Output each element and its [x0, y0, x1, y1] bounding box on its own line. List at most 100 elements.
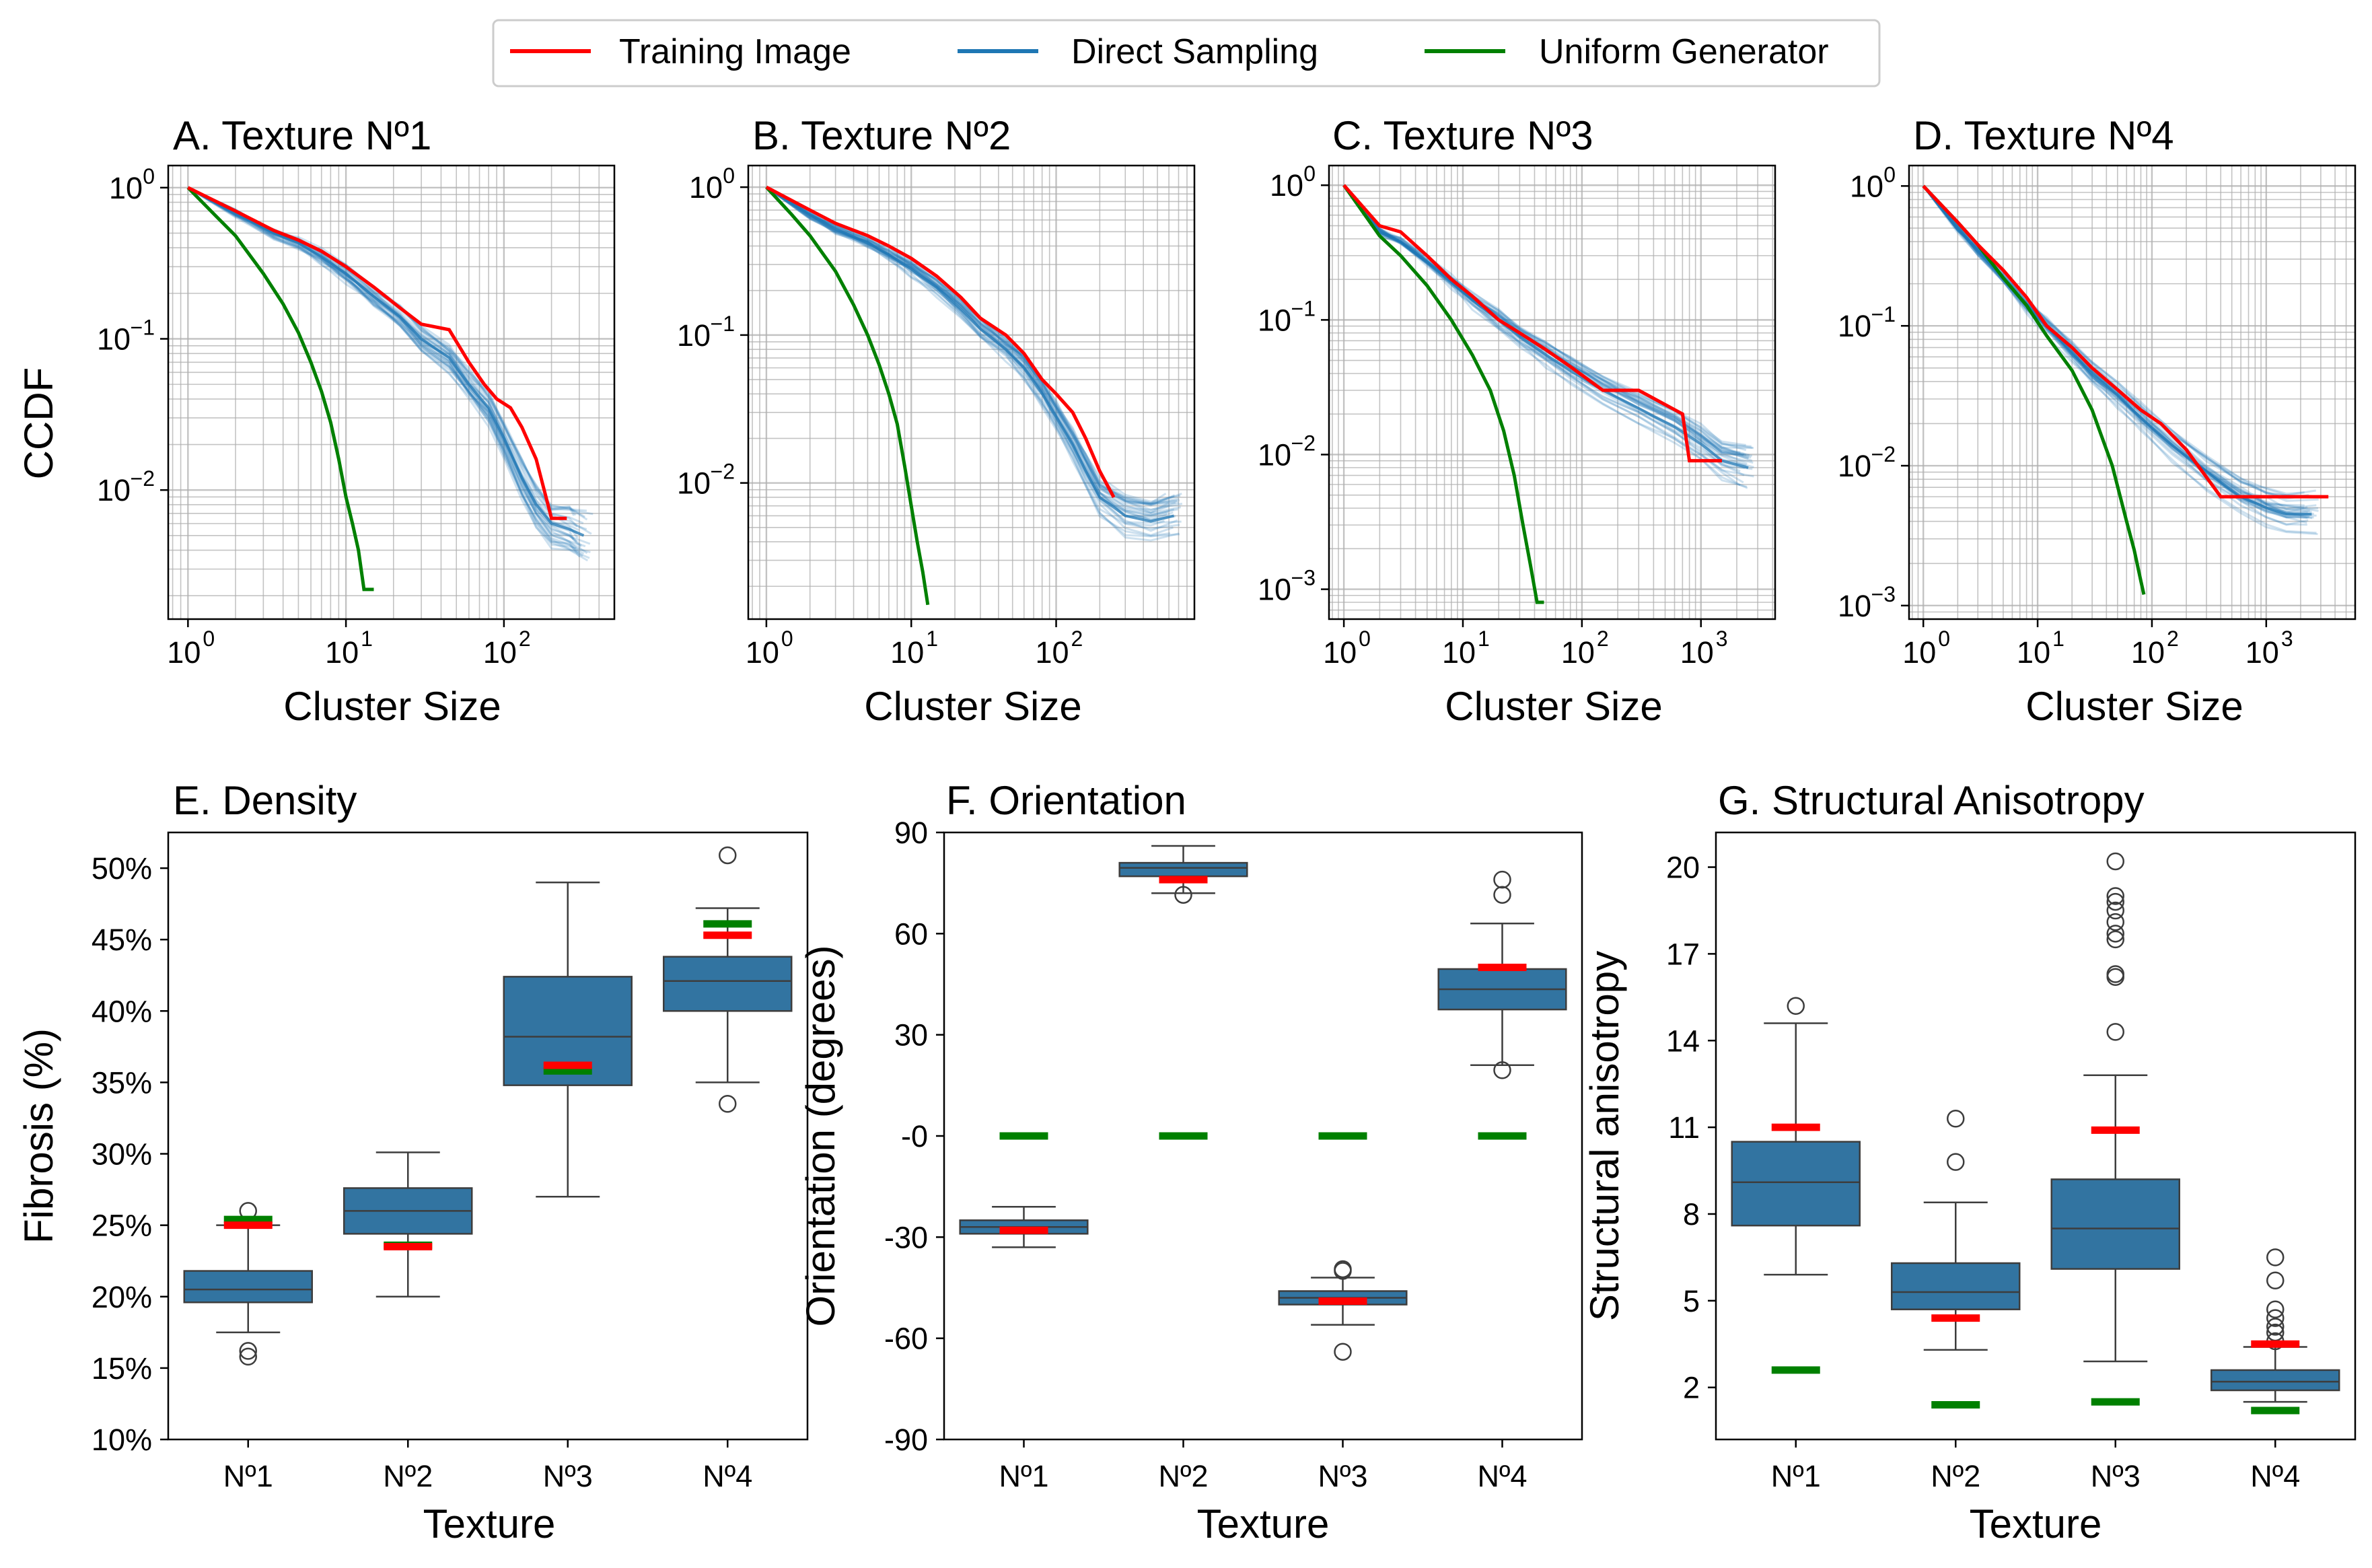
outlier-point [1947, 1153, 1965, 1171]
outlier-point [2266, 1309, 2285, 1327]
direct-sampling-line [1922, 185, 2308, 514]
direct-sampling-line [1922, 185, 2319, 512]
direct-sampling-line [766, 186, 1180, 542]
box-iqr [2050, 1178, 2180, 1270]
direct-sampling-line [766, 186, 1176, 511]
direct-sampling-line [187, 186, 594, 515]
direct-sampling-line [1922, 185, 2316, 497]
legend-label-training: Training Image [619, 32, 851, 71]
panel-d-ccdf-chart: D. Texture Nº4 Cluster Size 10 0 10 1 10 2 10 3… [1838, 113, 2357, 729]
outlier-point [1493, 886, 1511, 904]
box-group [183, 1202, 313, 1366]
direct-sampling-line [765, 186, 1175, 523]
outlier-point [2106, 852, 2124, 871]
legend: Training Image Direct Sampling Uniform G… [492, 19, 1881, 87]
box-iqr [183, 1270, 313, 1304]
outlier-point [2266, 1318, 2285, 1336]
box-group [1278, 1132, 1408, 1361]
outlier-point [239, 1347, 257, 1366]
outlier-point [2106, 887, 2124, 905]
direct-sampling-line [1922, 185, 2317, 534]
direct-sampling-line [1342, 184, 1754, 450]
y-tick-label: 5 [1683, 1284, 1700, 1318]
grid-lines [168, 166, 614, 619]
x-tick-exponent: 0 [1359, 627, 1371, 651]
direct-sampling-line [1922, 185, 2310, 514]
y-tick-label: 15% [92, 1351, 152, 1386]
outlier-point [1787, 997, 1805, 1015]
grid-lines [748, 166, 1194, 619]
panel-e-ylabel: Fibrosis (%) [16, 1028, 61, 1244]
plot-frame [167, 831, 809, 1441]
box-group [2050, 852, 2180, 1406]
panel-g-title: G. Structural Anisotropy [1718, 778, 2145, 823]
panel-a-title: A. Texture Nº1 [173, 113, 431, 158]
direct-sampling-line [187, 186, 586, 548]
x-tick-exponent: 3 [2281, 627, 2293, 651]
direct-sampling-line [187, 186, 580, 553]
y-tick-label: 10 [1850, 169, 1883, 203]
direct-sampling-line [766, 186, 1182, 506]
direct-sampling-line [766, 186, 1167, 505]
x-tick-exponent: 1 [361, 627, 373, 651]
y-tick-label: 45% [92, 923, 152, 957]
outlier-point [1334, 1260, 1352, 1279]
y-tick-exponent: −2 [1291, 431, 1316, 455]
direct-sampling-line [1342, 184, 1748, 465]
direct-sampling-line [766, 186, 1174, 522]
direct-sampling-line [766, 186, 1170, 514]
outlier-point [719, 1094, 737, 1113]
box-group [959, 1132, 1089, 1248]
y-tick-label: -30 [884, 1220, 928, 1254]
x-tick-exponent: 3 [1716, 627, 1728, 651]
y-tick-label: 90 [894, 816, 928, 850]
x-tick-exponent: 1 [926, 627, 938, 651]
y-tick-exponent: −3 [1291, 566, 1316, 590]
y-tick-label: 30 [894, 1018, 928, 1053]
legend-frame [492, 19, 1881, 87]
box-iqr [663, 956, 793, 1012]
y-tick-exponent: 0 [1303, 162, 1316, 186]
direct-sampling-line [1922, 185, 2307, 520]
box-iqr [2211, 1369, 2340, 1392]
y-tick-label: -0 [901, 1119, 928, 1153]
y-tick-label: 25% [92, 1209, 152, 1243]
direct-sampling-line [766, 186, 1181, 503]
panel-d-title: D. Texture Nº4 [1913, 113, 2174, 158]
panel-g-xlabel: Texture [1970, 1501, 2102, 1546]
x-tick-label: Nº4 [1478, 1459, 1528, 1493]
y-tick-label: 10 [109, 171, 143, 205]
direct-sampling-line [766, 186, 1178, 505]
panel-b-ccdf-chart: B. Texture Nº2 Cluster Size 10 0 10 1 10 2010… [677, 113, 1196, 729]
outlier-point [2106, 901, 2124, 920]
y-tick-label: 10 [1838, 309, 1871, 343]
y-tick-label: 35% [92, 1065, 152, 1100]
y-tick-label: 50% [92, 851, 152, 886]
panel-f-title: F. Orientation [946, 778, 1186, 823]
x-tick-label: Nº3 [1318, 1459, 1368, 1493]
outlier-point [2106, 925, 2124, 943]
direct-sampling-line [1922, 185, 2315, 499]
x-tick-label: Nº1 [999, 1459, 1049, 1493]
direct-sampling-line [187, 186, 582, 548]
x-tick-label: 10 [1442, 635, 1476, 670]
panel-g-anisotropy-boxplot: G. Structural Anisotropy Structural anis… [1582, 778, 2357, 1546]
direct-sampling-line [1342, 184, 1747, 452]
direct-sampling-line [766, 186, 1171, 537]
direct-sampling-line [1922, 185, 2309, 519]
series-group [1922, 184, 2329, 595]
direct-sampling-line [1342, 184, 1750, 459]
legend-label-uniform: Uniform Generator [1539, 32, 1829, 71]
x-tick-exponent: 0 [781, 627, 793, 651]
box-iqr [1118, 861, 1248, 878]
x-tick-label: 10 [325, 635, 359, 670]
y-tick-label: 10 [1838, 589, 1871, 623]
x-tick-label: Nº3 [2091, 1459, 2141, 1493]
box-group [1731, 997, 1861, 1374]
outlier-point [2106, 1023, 2124, 1041]
direct-sampling-line [1342, 184, 1753, 449]
uniform-generator-line [186, 186, 374, 592]
direct-sampling-line [1922, 185, 2307, 524]
y-tick-exponent: −2 [1871, 442, 1896, 466]
x-tick-label: Nº2 [1931, 1459, 1980, 1493]
